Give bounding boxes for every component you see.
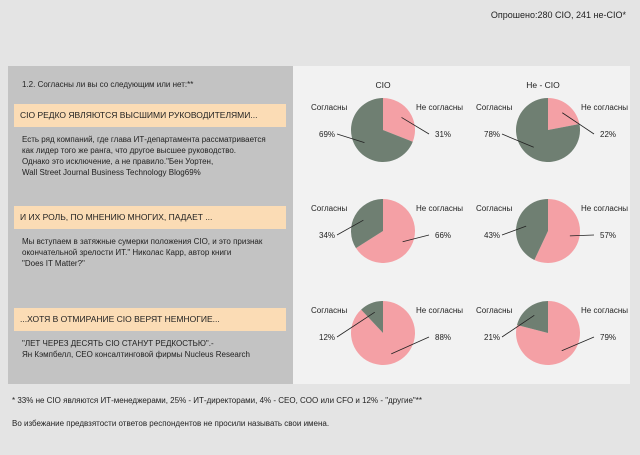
block-3-quote: "ЛЕТ ЧЕРЕЗ ДЕСЯТЬ CIO СТАНУТ РЕДКОСТЬЮ".…	[22, 339, 250, 359]
pie-5-disagree-value: 79%	[600, 333, 616, 342]
column-title-cio: CIO	[375, 80, 391, 90]
survey-count: Опрошено:280 CIO, 241 не-CIO*	[490, 10, 626, 20]
pie-charts: Согласны Не согласны 31% 69% Согласны Не согл…	[311, 98, 628, 365]
charts-panel: CIO Не - CIO Согласны Не согласны 31% 69% Со…	[293, 66, 630, 384]
pie-4-disagree-legend: Не согласны	[416, 306, 463, 315]
pie-3-agree-slice	[516, 199, 548, 260]
pie-4-agree-value: 12%	[319, 333, 335, 342]
pie-0-agree-slice	[351, 98, 413, 162]
pie-4-disagree-value: 88%	[435, 333, 451, 342]
block-2-title: И ИХ РОЛЬ, ПО МНЕНИЮ МНОГИХ, ПАДАЕТ ...	[14, 206, 286, 229]
pie-1-agree-slice	[516, 98, 580, 162]
pie-2-disagree-leader	[402, 234, 430, 243]
pie-1-agree-legend: Согласны	[476, 103, 513, 112]
pie-4-agree-slice	[361, 301, 383, 333]
pie-3-agree-legend: Согласны	[476, 204, 513, 213]
pie-5-agree-legend: Согласны	[476, 306, 513, 315]
footnote-2: Во избежание предвзятости ответов респон…	[12, 419, 330, 428]
pie-1-agree-leader	[501, 133, 534, 148]
pie-2-agree-slice	[351, 199, 383, 249]
pie-5-agree-leader	[501, 314, 535, 338]
pie-0-disagree-legend: Не согласны	[416, 103, 463, 112]
pie-5-agree-value: 21%	[484, 333, 500, 342]
pie-3-disagree-legend: Не согласны	[581, 204, 628, 213]
pie-2-disagree-value: 66%	[435, 231, 451, 240]
pie-1-disagree-leader	[562, 112, 595, 135]
pie-2-disagree-legend: Не согласны	[416, 204, 463, 213]
pie-3-disagree-value: 57%	[600, 231, 616, 240]
pie-2-agree-leader	[336, 219, 364, 236]
question-text: 1.2. Согласны ли вы со следующим или нет…	[22, 80, 194, 89]
pie-4-agree-legend: Согласны	[311, 306, 348, 315]
pie-5-disagree-legend: Не согласны	[581, 306, 628, 315]
pie-3-agree-value: 43%	[484, 231, 500, 240]
pie-4-disagree-leader	[391, 336, 430, 355]
pie-0-disagree-slice	[383, 98, 415, 142]
pie-2-agree-legend: Согласны	[311, 204, 348, 213]
pie-0-agree-legend: Согласны	[311, 103, 348, 112]
pie-0-disagree-leader	[401, 117, 430, 135]
footnote-1: * 33% не CIO являются ИТ-менеджерами, 25…	[12, 396, 422, 405]
pie-3-disagree-leader	[569, 234, 595, 237]
pie-5-agree-slice	[517, 301, 548, 333]
block-3-title: ...ХОТЯ В ОТМИРАНИЕ CIO ВЕРЯТ НЕМНОГИЕ..…	[14, 308, 286, 331]
block-1-quote: Есть ряд компаний, где глава ИТ-департам…	[22, 135, 266, 177]
pie-0-disagree-value: 31%	[435, 130, 451, 139]
pie-5-disagree-leader	[561, 336, 595, 352]
pie-1-disagree-value: 22%	[600, 130, 616, 139]
pie-2-disagree-slice	[355, 199, 415, 263]
block-1-title: CIO РЕДКО ЯВЛЯЮТСЯ ВЫСШИМИ РУКОВОДИТЕЛЯМ…	[14, 104, 286, 127]
pie-0-agree-leader	[336, 133, 365, 143]
block-2-quote: Мы вступаем в затяжные сумерки положения…	[22, 237, 263, 268]
pie-3-disagree-slice	[534, 199, 580, 263]
pie-1-disagree-legend: Не согласны	[581, 103, 628, 112]
quotes-panel: 1.2. Согласны ли вы со следующим или нет…	[8, 66, 293, 384]
column-title-non-cio: Не - CIO	[526, 80, 560, 90]
pie-2-agree-value: 34%	[319, 231, 335, 240]
pie-3-agree-leader	[501, 225, 527, 236]
pie-4-agree-leader	[336, 311, 375, 338]
survey-panel: 1.2. Согласны ли вы со следующим или нет…	[8, 66, 630, 384]
pie-0-agree-value: 69%	[319, 130, 335, 139]
pie-1-agree-value: 78%	[484, 130, 500, 139]
